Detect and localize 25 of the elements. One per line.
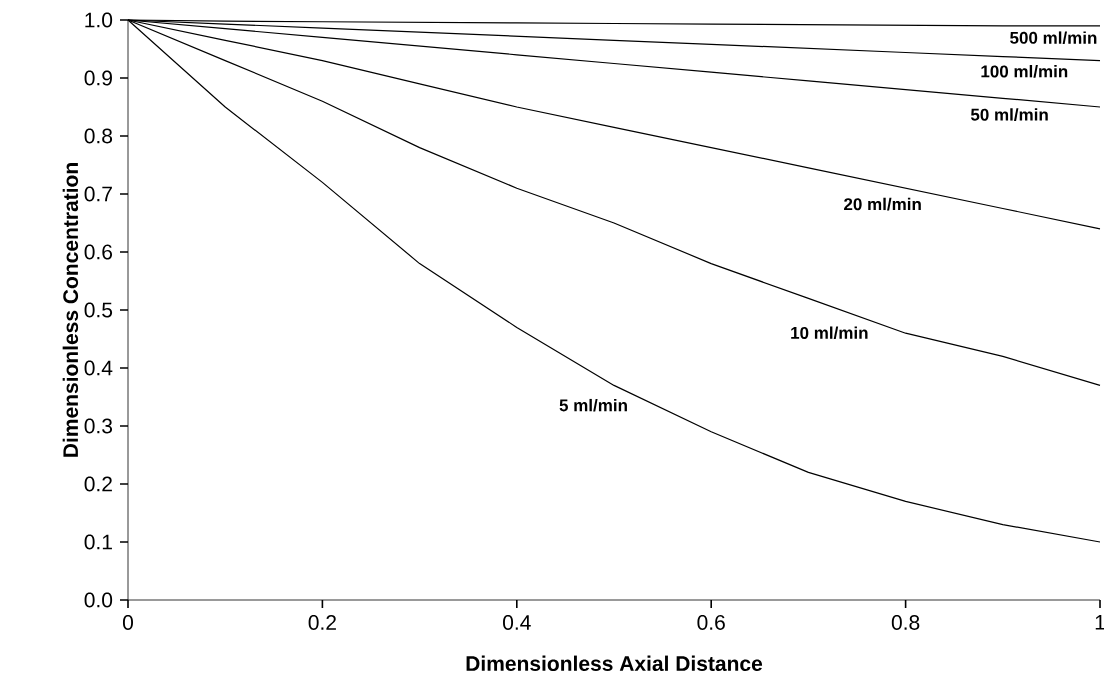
x-tick-label: 0.2 <box>308 615 336 630</box>
y-tick-label: 0.4 <box>84 360 113 376</box>
series-label: 100 ml/min <box>981 64 1068 78</box>
x-tick-label: 0.4 <box>503 615 531 630</box>
y-tick-label: 0.8 <box>84 128 113 144</box>
x-tick-label: 0 <box>122 615 133 630</box>
y-tick-label: 0.5 <box>84 302 113 318</box>
y-tick-label: 1.0 <box>85 12 113 28</box>
series-label: 500 ml/min <box>1010 31 1097 45</box>
x-tick-label: 0.6 <box>697 615 725 630</box>
y-tick-label: 0.7 <box>84 186 112 202</box>
x-axis-title: Dimensionless Axial Distance <box>466 655 763 672</box>
x-tick-label: 0.8 <box>891 615 920 630</box>
y-tick-label: 0.3 <box>84 418 113 434</box>
series-label: 50 ml/min <box>970 108 1048 121</box>
y-tick-label: 0.6 <box>84 244 113 260</box>
series-label: 5 ml/min <box>559 398 627 412</box>
series-label: 10 ml/min <box>791 326 868 340</box>
y-tick-label: 0.2 <box>84 476 112 492</box>
x-tick-label: 1 <box>1095 615 1104 630</box>
y-tick-label: 0.1 <box>84 534 112 550</box>
y-tick-label: 0.0 <box>84 592 113 608</box>
y-axis-title: Dimensionless Concentration <box>62 163 79 457</box>
series-label: 20 ml/min <box>844 197 921 211</box>
y-tick-label: 0.9 <box>84 70 112 86</box>
